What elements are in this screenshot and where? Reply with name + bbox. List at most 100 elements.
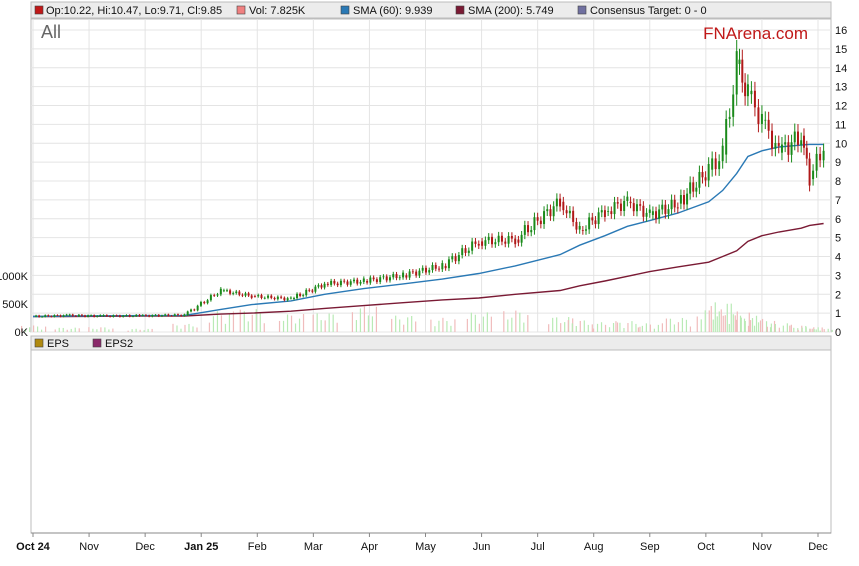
candle-body: [562, 201, 565, 211]
candle-body: [658, 209, 661, 219]
candle-body: [767, 119, 770, 131]
candle-body: [673, 199, 676, 208]
candle-body: [356, 279, 359, 284]
candle-body: [296, 293, 299, 299]
candle-body: [375, 279, 378, 282]
candle-body: [771, 130, 774, 149]
candle-body: [467, 250, 470, 253]
candle-body: [796, 131, 799, 145]
candle-body: [619, 203, 622, 211]
candle-body: [784, 142, 787, 145]
volume-bar: [714, 302, 716, 332]
range-label: All: [41, 22, 61, 42]
volume-bar: [665, 318, 668, 332]
volume-bar: [817, 327, 819, 332]
candle-body: [457, 255, 460, 262]
volume-bar: [649, 324, 651, 332]
candle-body: [323, 283, 326, 288]
volume-bar: [823, 329, 825, 332]
volume-bar: [759, 320, 762, 332]
x-tick-label: Dec: [808, 541, 828, 553]
x-tick-label: Nov: [79, 541, 99, 553]
volume-bar: [657, 324, 659, 332]
candle-body: [311, 290, 314, 292]
candle-body: [780, 144, 783, 153]
candle-body: [250, 295, 253, 298]
volume-bar: [438, 320, 440, 332]
candle-body: [434, 264, 437, 269]
candle-body: [353, 279, 356, 282]
candle-body: [626, 196, 629, 201]
volume-bar: [147, 328, 149, 332]
candle-body: [415, 271, 418, 276]
candle-body: [565, 210, 568, 214]
candle-body: [320, 285, 323, 288]
candle-body: [388, 277, 391, 281]
candle-body: [444, 265, 447, 269]
candle-body: [96, 315, 99, 317]
candle-body: [651, 211, 654, 215]
candle-body: [138, 314, 141, 317]
candle-body: [283, 297, 286, 301]
candle-body: [247, 293, 250, 296]
consensus-swatch: [577, 5, 587, 15]
candle-body: [757, 107, 760, 124]
candle-body: [333, 280, 336, 284]
candle-body: [746, 84, 749, 97]
candle-body: [343, 280, 346, 282]
volume-bar: [724, 315, 726, 332]
candle-body: [122, 315, 125, 317]
volume-bar: [247, 321, 249, 332]
candle-body: [38, 315, 41, 317]
candle-body: [267, 295, 270, 298]
candle-body: [238, 291, 241, 295]
candle-body: [603, 210, 606, 218]
candle-body: [802, 135, 805, 148]
candle-body: [667, 209, 670, 214]
candle-body: [679, 195, 682, 204]
candle-body: [35, 315, 38, 317]
candle-body: [549, 209, 552, 217]
ohlc-swatch: [34, 5, 44, 15]
volume-bar: [135, 328, 137, 332]
volume-bar: [685, 319, 688, 332]
candle-body: [183, 314, 186, 316]
volume-bar: [604, 324, 607, 332]
candle-body: [193, 309, 196, 311]
candle-body: [148, 315, 151, 317]
volume-bar: [328, 313, 330, 332]
candle-body: [613, 202, 616, 215]
candle-body: [68, 314, 71, 316]
volume-bar: [503, 311, 505, 332]
volume-bar: [567, 320, 569, 332]
volume-bar: [556, 317, 558, 332]
volume-bar: [41, 329, 43, 332]
candle-body: [536, 217, 539, 221]
price-tick-label: 7: [835, 195, 841, 207]
volume-bar: [809, 328, 811, 332]
candle-body: [812, 170, 815, 180]
volume-bar: [143, 330, 145, 332]
candle-body: [477, 243, 480, 246]
volume-bar: [466, 318, 468, 332]
volume-bar: [769, 327, 772, 332]
volume-bar: [54, 329, 56, 332]
candle-body: [539, 220, 542, 225]
volume-bar: [766, 326, 768, 332]
volume-bar: [220, 315, 223, 332]
eps2-legend: EPS2: [105, 338, 133, 350]
volume-bar: [773, 320, 776, 332]
candle-body: [405, 275, 408, 278]
candle-body: [186, 311, 189, 316]
candle-body: [594, 220, 597, 225]
vol-swatch: [236, 5, 246, 15]
x-tick-label: Nov: [752, 541, 772, 553]
volume-bar: [320, 320, 322, 332]
candle-body: [226, 290, 229, 292]
volume-bar: [88, 327, 90, 332]
candle-body: [520, 234, 523, 243]
candle-body: [454, 256, 457, 262]
candle-body: [180, 315, 183, 316]
candle-body: [732, 94, 735, 117]
volume-bar: [661, 323, 663, 332]
